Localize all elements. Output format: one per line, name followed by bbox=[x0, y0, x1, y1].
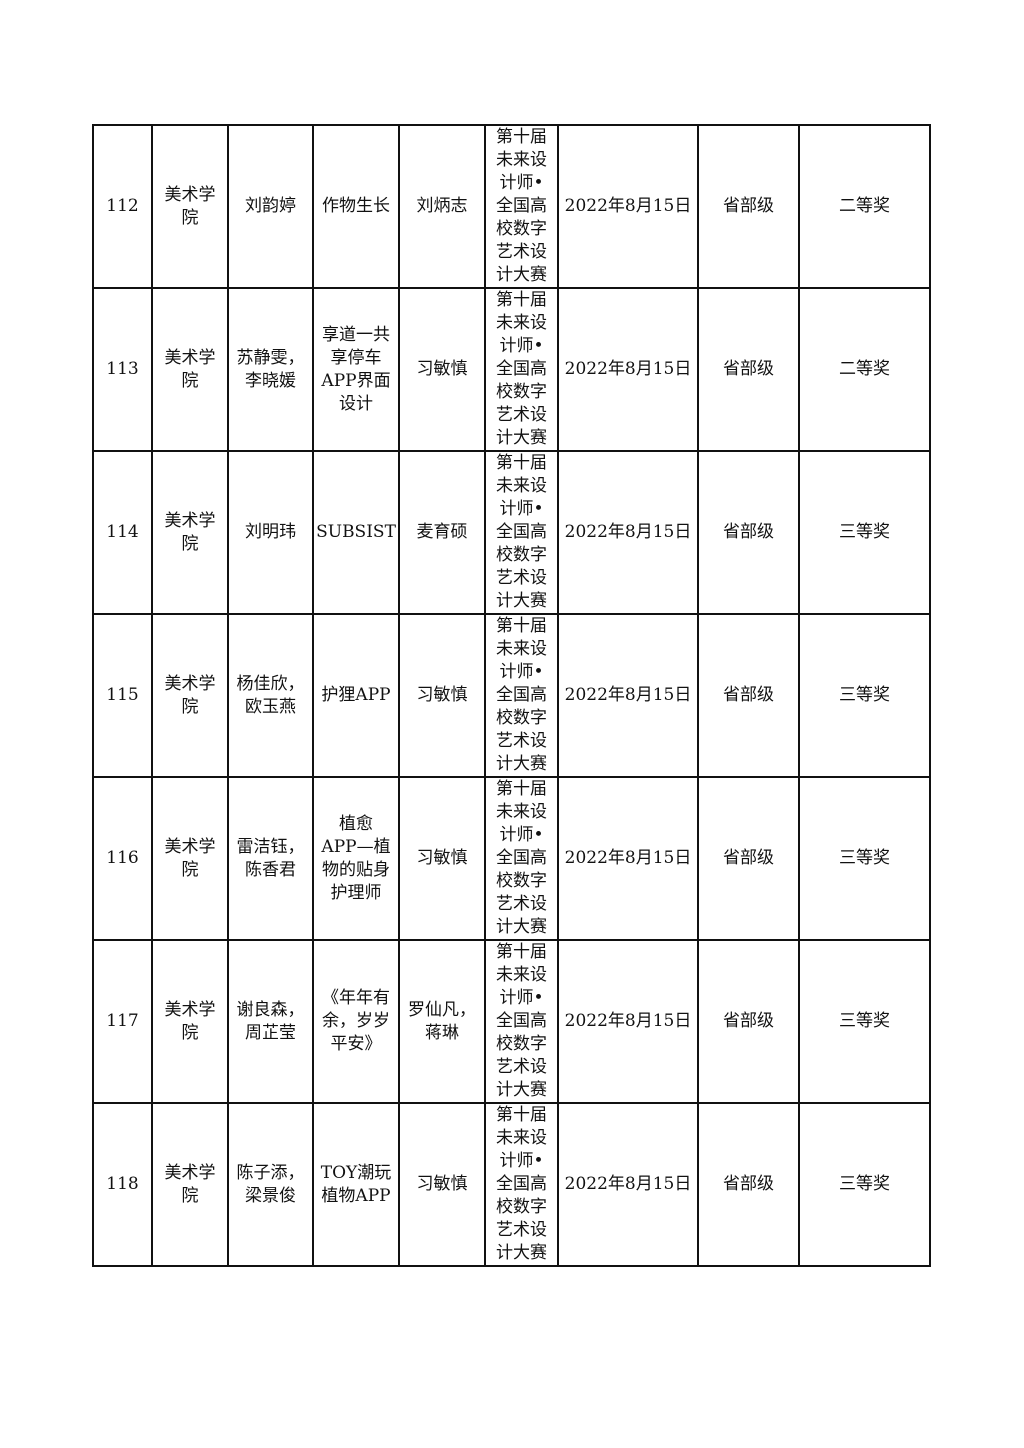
cell-advisor: 习敏慎 bbox=[398, 287, 486, 452]
cell-date: 2022年8月15日 bbox=[557, 939, 699, 1104]
cell-advisor: 麦育硕 bbox=[398, 450, 486, 615]
cell-advisor: 刘炳志 bbox=[398, 124, 486, 289]
cell-level: 省部级 bbox=[697, 450, 800, 615]
cell-no: 114 bbox=[92, 450, 153, 615]
cell-no: 118 bbox=[92, 1102, 153, 1267]
cell-college: 美术学 院 bbox=[151, 124, 229, 289]
cell-award: 三等奖 bbox=[798, 1102, 931, 1267]
cell-students: 谢良森， 周芷莹 bbox=[227, 939, 314, 1104]
cell-students: 苏静雯， 李晓媛 bbox=[227, 287, 314, 452]
table-row: 114 美术学 院刘明玮 SUBSIST 麦育硕 第十届 未来设 计师• 全国高 校数字… bbox=[92, 450, 931, 615]
cell-students: 陈子添， 梁景俊 bbox=[227, 1102, 314, 1267]
cell-competition: 第十届 未来设 计师• 全国高 校数字 艺术设 计大赛 bbox=[484, 939, 559, 1104]
cell-project: 护狸APP bbox=[312, 613, 400, 778]
cell-advisor: 罗仙凡， 蒋琳 bbox=[398, 939, 486, 1104]
cell-students: 雷洁钰， 陈香君 bbox=[227, 776, 314, 941]
table-row: 117 美术学 院谢良森， 周芷莹 《年年有 余，岁岁 平安》 罗仙凡， 蒋琳 第十届 … bbox=[92, 939, 931, 1104]
cell-competition: 第十届 未来设 计师• 全国高 校数字 艺术设 计大赛 bbox=[484, 287, 559, 452]
cell-students: 杨佳欣， 欧玉燕 bbox=[227, 613, 314, 778]
cell-project: 作物生长 bbox=[312, 124, 400, 289]
cell-project: SUBSIST bbox=[312, 450, 400, 615]
table-row: 116 美术学 院雷洁钰， 陈香君 植愈 APP—植 物的贴身 护理师 习敏慎 第十届 … bbox=[92, 776, 931, 941]
cell-award: 三等奖 bbox=[798, 613, 931, 778]
cell-advisor: 习敏慎 bbox=[398, 1102, 486, 1267]
cell-no: 112 bbox=[92, 124, 153, 289]
cell-competition: 第十届 未来设 计师• 全国高 校数字 艺术设 计大赛 bbox=[484, 1102, 559, 1267]
cell-level: 省部级 bbox=[697, 124, 800, 289]
cell-award: 三等奖 bbox=[798, 939, 931, 1104]
cell-competition: 第十届 未来设 计师• 全国高 校数字 艺术设 计大赛 bbox=[484, 124, 559, 289]
table-row: 118 美术学 院陈子添， 梁景俊 TOY潮玩 植物APP 习敏慎 第十届 未来设 计师… bbox=[92, 1102, 931, 1267]
cell-project: 植愈 APP—植 物的贴身 护理师 bbox=[312, 776, 400, 941]
cell-award: 二等奖 bbox=[798, 287, 931, 452]
table-row: 112 美术学 院刘韵婷 作物生长 刘炳志 第十届 未来设 计师• 全国高 校数字 艺术… bbox=[92, 124, 931, 289]
awards-table: 112 美术学 院刘韵婷 作物生长 刘炳志 第十届 未来设 计师• 全国高 校数字 艺术… bbox=[92, 124, 931, 1267]
table-row: 115 美术学 院杨佳欣， 欧玉燕 护狸APP 习敏慎 第十届 未来设 计师• 全国高 … bbox=[92, 613, 931, 778]
cell-award: 三等奖 bbox=[798, 450, 931, 615]
cell-project: 享道一共 享停车 APP界面 设计 bbox=[312, 287, 400, 452]
cell-college: 美术学 院 bbox=[151, 1102, 229, 1267]
cell-college: 美术学 院 bbox=[151, 776, 229, 941]
cell-level: 省部级 bbox=[697, 776, 800, 941]
cell-date: 2022年8月15日 bbox=[557, 776, 699, 941]
cell-college: 美术学 院 bbox=[151, 939, 229, 1104]
cell-advisor: 习敏慎 bbox=[398, 776, 486, 941]
cell-no: 116 bbox=[92, 776, 153, 941]
table-row: 113 美术学 院苏静雯， 李晓媛 享道一共 享停车 APP界面 设计 习敏慎 第十届 … bbox=[92, 287, 931, 452]
cell-level: 省部级 bbox=[697, 613, 800, 778]
cell-college: 美术学 院 bbox=[151, 450, 229, 615]
cell-no: 113 bbox=[92, 287, 153, 452]
cell-date: 2022年8月15日 bbox=[557, 287, 699, 452]
cell-project: TOY潮玩 植物APP bbox=[312, 1102, 400, 1267]
cell-students: 刘韵婷 bbox=[227, 124, 314, 289]
cell-competition: 第十届 未来设 计师• 全国高 校数字 艺术设 计大赛 bbox=[484, 613, 559, 778]
cell-no: 117 bbox=[92, 939, 153, 1104]
cell-competition: 第十届 未来设 计师• 全国高 校数字 艺术设 计大赛 bbox=[484, 776, 559, 941]
cell-competition: 第十届 未来设 计师• 全国高 校数字 艺术设 计大赛 bbox=[484, 450, 559, 615]
cell-level: 省部级 bbox=[697, 939, 800, 1104]
cell-college: 美术学 院 bbox=[151, 613, 229, 778]
cell-level: 省部级 bbox=[697, 287, 800, 452]
cell-award: 三等奖 bbox=[798, 776, 931, 941]
cell-award: 二等奖 bbox=[798, 124, 931, 289]
cell-date: 2022年8月15日 bbox=[557, 613, 699, 778]
cell-project: 《年年有 余，岁岁 平安》 bbox=[312, 939, 400, 1104]
cell-date: 2022年8月15日 bbox=[557, 450, 699, 615]
cell-advisor: 习敏慎 bbox=[398, 613, 486, 778]
cell-no: 115 bbox=[92, 613, 153, 778]
cell-level: 省部级 bbox=[697, 1102, 800, 1267]
cell-students: 刘明玮 bbox=[227, 450, 314, 615]
cell-college: 美术学 院 bbox=[151, 287, 229, 452]
cell-date: 2022年8月15日 bbox=[557, 1102, 699, 1267]
cell-date: 2022年8月15日 bbox=[557, 124, 699, 289]
